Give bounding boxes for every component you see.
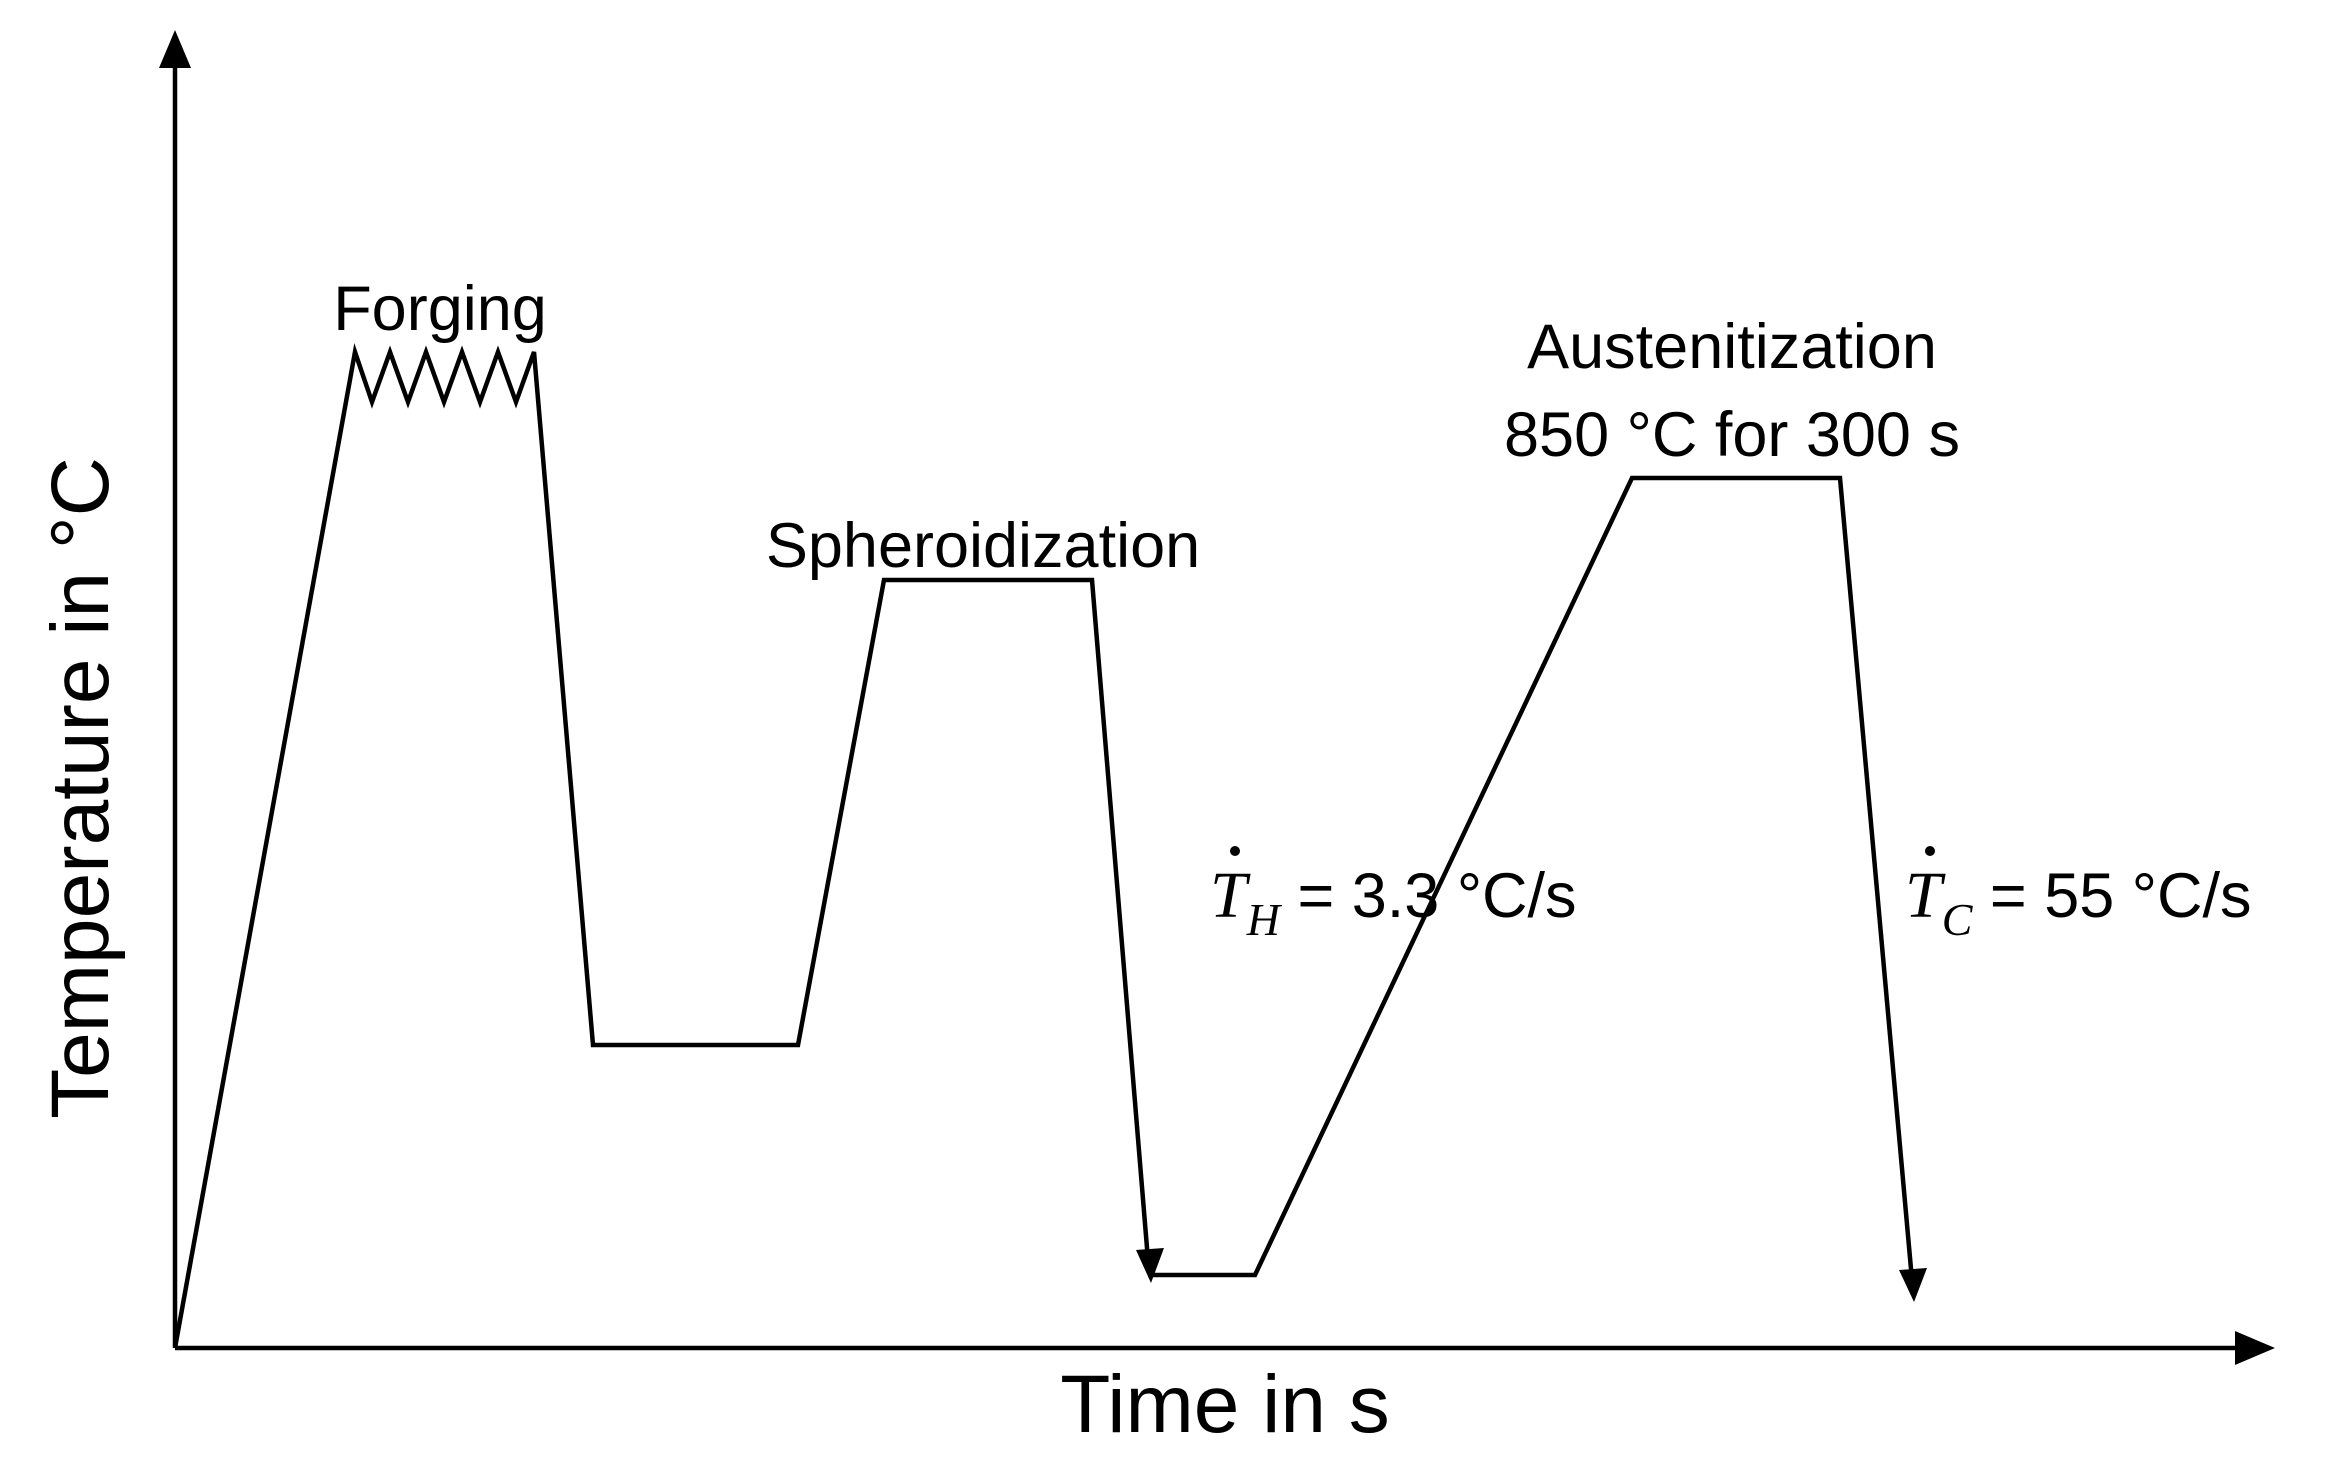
x-axis-title: Time in s [1060, 1359, 1390, 1450]
heating-rate-label: TH = 3.3 °C/s [1210, 846, 1577, 945]
cooling-rate-dot-icon [1925, 846, 1935, 856]
heating-rate-operator: = [1280, 861, 1352, 931]
y-axis-arrow-icon [159, 30, 191, 68]
cooling-arrow-2-icon [1899, 1268, 1927, 1302]
svg-text:TH = 3.3 °C/s: TH = 3.3 °C/s [1210, 859, 1577, 945]
cooling-arrow-1-icon [1136, 1248, 1164, 1283]
heating-rate-symbol: T [1210, 859, 1251, 932]
profile-forging-spheroidization [172, 343, 1151, 1349]
cooling-rate-label: TC = 55 °C/s [1905, 846, 2252, 945]
x-axis-arrow-icon [2235, 1331, 2275, 1365]
cooling-rate-subscript: C [1942, 894, 1974, 945]
heating-rate-value: 3.3 °C/s [1352, 861, 1577, 931]
label-forging: Forging [333, 274, 547, 344]
heating-rate-subscript: H [1246, 894, 1283, 945]
label-austenitization: Austenitization [1527, 312, 1937, 382]
cooling-rate-symbol: T [1905, 859, 1946, 932]
heating-rate-dot-icon [1230, 846, 1240, 856]
profile-austenitization [1148, 475, 1915, 1281]
cooling-rate-operator: = [1972, 861, 2044, 931]
label-austenitization-condition: 850 °C for 300 s [1504, 400, 1960, 470]
svg-text:TC = 55 °C/s: TC = 55 °C/s [1905, 859, 2252, 945]
label-spheroidization: Spheroidization [766, 511, 1200, 581]
y-axis-title: Temperature in °C [35, 457, 126, 1119]
cooling-rate-value: 55 °C/s [2044, 861, 2251, 931]
